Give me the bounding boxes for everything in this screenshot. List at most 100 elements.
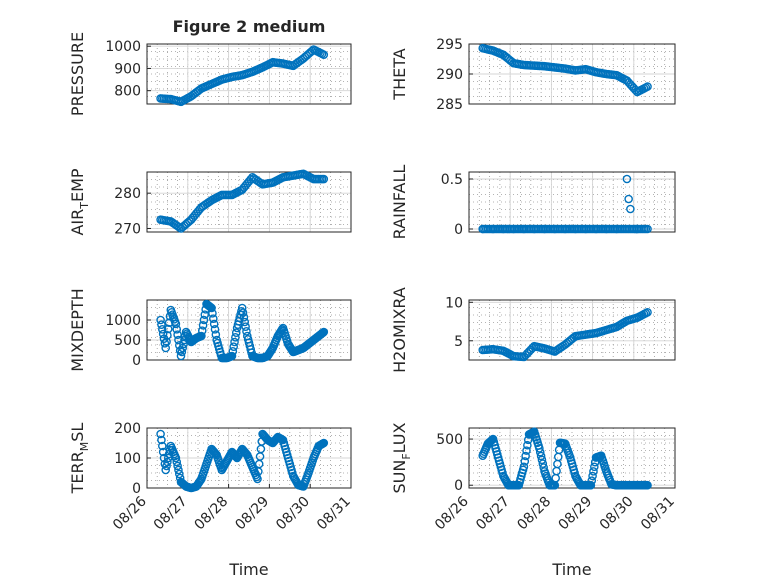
subplot-6: 0 100 200 08/26 08/27 08/28 08/29 08/30 08/31 Tim… (68, 421, 354, 579)
data-point (175, 346, 185, 355)
y-tick-label: 0 (454, 222, 463, 238)
data-point (162, 337, 171, 346)
y-tick-label: 5 (454, 334, 463, 350)
data-point (157, 435, 166, 445)
data-point (240, 317, 250, 327)
y-tick-label: 285 (436, 97, 463, 113)
y-axis-label: SUNFLUX (390, 422, 413, 493)
data-point (238, 308, 248, 317)
y-tick-label: 295 (436, 37, 463, 53)
data-point (538, 459, 548, 468)
data-point (520, 457, 530, 466)
y-axis-label: THETA (390, 48, 409, 100)
y-tick-label: 10 (445, 295, 463, 311)
data-point (237, 303, 247, 313)
data-point (626, 204, 635, 214)
data-point (643, 480, 652, 490)
data-point (590, 462, 599, 472)
data-point (173, 461, 182, 471)
y-tick-label: 200 (114, 421, 141, 437)
x-tick-label: 08/30 (597, 494, 637, 534)
data-point (208, 314, 218, 323)
y-tick-label: 500 (436, 432, 463, 448)
data-point (163, 331, 172, 340)
data-point (197, 331, 206, 341)
data-point (622, 174, 632, 184)
data-point (319, 438, 329, 448)
data-point (199, 315, 209, 325)
data-point (163, 457, 172, 467)
data-point (587, 476, 597, 485)
x-tick-label: 08/26 (110, 493, 150, 533)
series-markers (478, 427, 652, 490)
data-point (174, 465, 183, 475)
data-point (537, 455, 547, 465)
data-point (241, 322, 250, 331)
axes-outline (146, 171, 352, 233)
data-point (157, 320, 166, 329)
chart-title: Figure 2 medium (173, 17, 326, 36)
data-point (179, 339, 188, 349)
x-tick-label: 08/30 (273, 494, 313, 534)
data-point (239, 313, 249, 322)
data-point (157, 441, 167, 451)
x-tick-label: 08/27 (151, 494, 191, 534)
data-point (643, 82, 652, 91)
x-tick-label: 08/29 (232, 494, 272, 534)
data-point (161, 343, 170, 353)
y-axis-label: AIRTEMP (68, 168, 91, 235)
data-point (157, 325, 167, 334)
data-point (210, 325, 220, 334)
y-tick-label: 900 (114, 61, 141, 77)
x-axis-label: Time (551, 560, 591, 579)
data-point (535, 447, 545, 457)
data-point (519, 462, 529, 472)
x-axis-label: Time (228, 560, 268, 579)
y-axis-label: RAINFALL (390, 165, 409, 240)
x-tick-label: 08/28 (514, 494, 554, 534)
y-tick-label: 280 (114, 186, 141, 202)
series-markers (156, 169, 329, 233)
data-point (171, 319, 181, 329)
data-point (319, 174, 329, 184)
data-point (319, 327, 329, 337)
data-point (521, 451, 530, 461)
subplot-4: 0 500 1000 MIXDEPTH (68, 288, 352, 372)
data-point (172, 325, 182, 334)
series-markers (156, 45, 329, 107)
subplot-1: 285 290 295 THETA (390, 37, 676, 113)
y-tick-label: 100 (114, 451, 141, 467)
y-tick-label: 1000 (105, 39, 141, 55)
data-point (172, 457, 182, 467)
y-tick-label: 1000 (105, 313, 141, 329)
data-point (536, 451, 546, 461)
data-point (163, 324, 173, 334)
data-point (228, 347, 238, 356)
data-point (177, 347, 187, 357)
x-tick-label: 08/31 (638, 494, 678, 534)
data-point (176, 351, 186, 361)
y-axis-label: PRESSURE (68, 32, 87, 116)
data-point (210, 448, 220, 458)
x-tick-label: 08/29 (556, 494, 596, 534)
data-point (178, 343, 187, 353)
data-point (535, 444, 544, 453)
axes-outline (468, 427, 676, 489)
data-point (211, 330, 221, 339)
series-markers (478, 43, 652, 97)
data-point (589, 467, 598, 476)
x-tick-label: 08/27 (473, 494, 513, 534)
data-point (207, 303, 216, 313)
data-point (156, 429, 165, 439)
subplot-7: 0 500 08/26 08/27 08/28 08/29 08/30 08/31 Time SU… (390, 422, 678, 579)
data-point (242, 327, 251, 336)
x-tick-label: 08/31 (314, 494, 354, 534)
series-markers (156, 299, 329, 363)
series-markers (478, 174, 652, 234)
data-point (641, 224, 651, 234)
data-point (156, 315, 165, 325)
subplot-3: 0 0.5 RAINFALL (390, 165, 676, 240)
x-tick-label: 08/26 (432, 493, 472, 533)
subplot-0: 800 900 1000 PRESSURE Figure 2 medium (68, 17, 352, 116)
data-point (161, 465, 170, 475)
